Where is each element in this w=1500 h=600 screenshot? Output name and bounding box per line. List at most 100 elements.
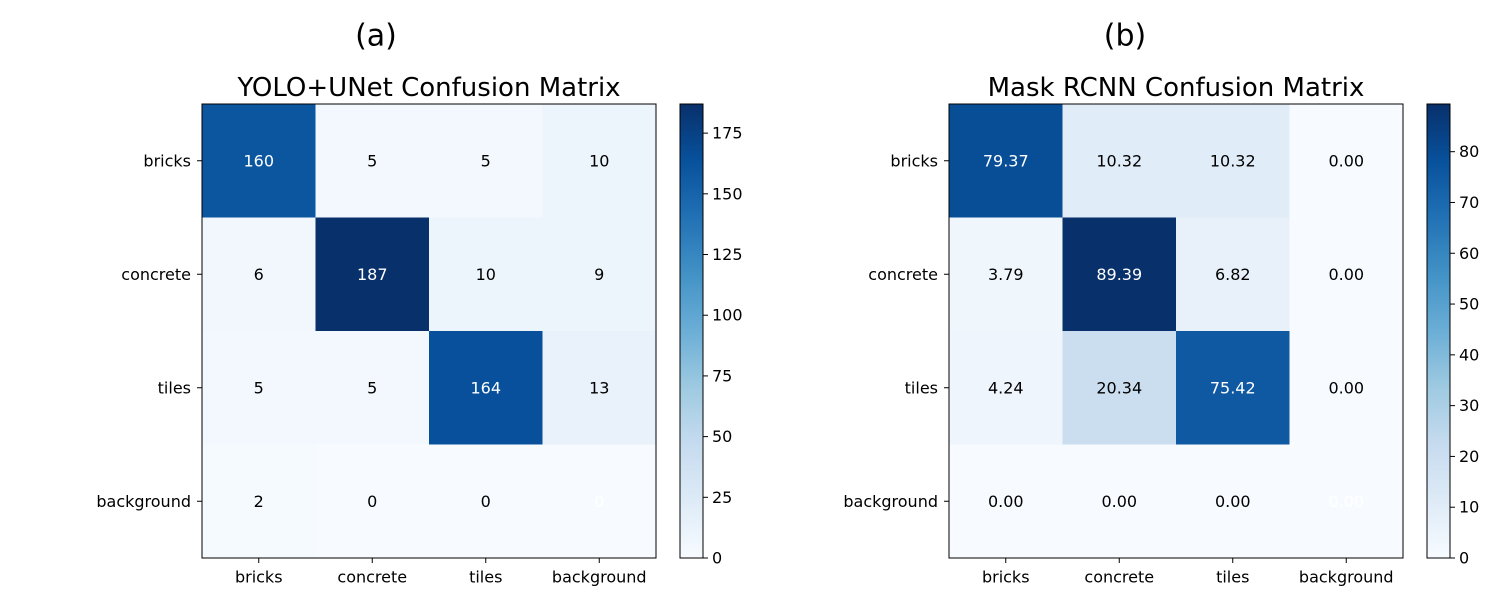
chart-title: Mask RCNN Confusion Matrix [988, 73, 1365, 103]
cell-value-label: 6 [254, 265, 264, 284]
colorbar-tick-label: 150 [712, 184, 743, 203]
cell-value-label: 0.00 [1215, 492, 1251, 511]
heatmap-cell [315, 104, 430, 218]
cell-value-label: 0 [594, 492, 604, 511]
x-tick-label: bricks [235, 568, 283, 587]
heatmap-cell [1289, 444, 1404, 559]
heatmap-cell [429, 331, 543, 445]
colorbar-tick-label: 50 [1459, 295, 1479, 314]
x-tick-label: concrete [1084, 568, 1154, 587]
heatmap-cell [949, 217, 1063, 332]
heatmap-cell [429, 444, 543, 559]
colorbar-tick-label: 30 [1459, 396, 1479, 415]
heatmap-cell [1062, 217, 1177, 332]
cell-value-label: 10 [476, 265, 496, 284]
heatmap-cell [949, 331, 1063, 445]
colorbar-tick-label: 100 [712, 306, 743, 325]
heatmap-cell [1062, 331, 1177, 445]
cell-value-label: 10.32 [1210, 151, 1256, 170]
cell-value-label: 10 [589, 151, 609, 170]
cell-value-label: 0 [481, 492, 491, 511]
heatmap-panel-1: (b) Mask RCNN Confusion Matrix 79.37 10.32 1… [843, 19, 1479, 587]
colorbar [679, 103, 704, 559]
cell-value-label: 0.00 [1101, 492, 1137, 511]
heatmap-cell [1062, 444, 1177, 559]
x-tick-label: tiles [469, 568, 502, 587]
heatmap-cell [1289, 217, 1404, 332]
cell-value-label: 5 [367, 151, 377, 170]
y-tick-label: concrete [121, 265, 191, 284]
colorbar-tick-label: 60 [1459, 244, 1479, 263]
colorbar-tick-label: 175 [712, 124, 743, 143]
heatmap-cell [202, 444, 316, 559]
cell-value-label: 164 [470, 378, 501, 397]
cell-value-label: 0.00 [1328, 378, 1364, 397]
cell-value-label: 5 [367, 378, 377, 397]
cell-value-label: 187 [357, 265, 388, 284]
cell-value-label: 75.42 [1210, 378, 1256, 397]
heatmap-cell [542, 444, 657, 559]
x-tick-label: concrete [337, 568, 407, 587]
chart-title: YOLO+UNet Confusion Matrix [236, 73, 620, 103]
cell-value-label: 13 [589, 378, 609, 397]
plot-frame [201, 103, 657, 559]
cell-value-label: 89.39 [1096, 265, 1142, 284]
y-tick-label: bricks [890, 151, 938, 170]
heatmap-cell [949, 104, 1063, 218]
heatmap-cell [315, 217, 430, 332]
y-tick-label: tiles [158, 378, 191, 397]
cell-value-label: 160 [243, 151, 274, 170]
colorbar-tick-label: 40 [1459, 345, 1479, 364]
heatmap-cell [1289, 104, 1404, 218]
plot-frame [948, 103, 1404, 559]
heatmap-cell [1289, 331, 1404, 445]
cell-value-label: 5 [254, 378, 264, 397]
cell-value-label: 2 [254, 492, 264, 511]
heatmap-cell [315, 444, 430, 559]
heatmap-cell [542, 217, 657, 332]
colorbar-tick-label: 80 [1459, 142, 1479, 161]
colorbar-tick-label: 70 [1459, 193, 1479, 212]
colorbar-tick-label: 50 [712, 427, 732, 446]
colorbar-tick-label: 20 [1459, 447, 1479, 466]
heatmap-cell [202, 331, 316, 445]
cell-value-label: 79.37 [983, 151, 1029, 170]
colorbar-tick-label: 125 [712, 245, 743, 264]
x-tick-label: tiles [1216, 568, 1249, 587]
colorbar [1426, 103, 1451, 559]
heatmap-cell [949, 444, 1063, 559]
panel-label: (a) [355, 19, 397, 54]
cell-value-label: 3.79 [988, 265, 1024, 284]
heatmap-cell [202, 217, 316, 332]
colorbar-tick-label: 75 [712, 366, 732, 385]
heatmap-cell [315, 331, 430, 445]
cell-value-label: 0.00 [1328, 492, 1364, 511]
cell-value-label: 4.24 [988, 378, 1024, 397]
heatmap-cell [542, 104, 657, 218]
y-tick-label: background [843, 492, 938, 511]
heatmap-cell [542, 331, 657, 445]
heatmap-cell [1176, 331, 1290, 445]
cell-value-label: 10.32 [1096, 151, 1142, 170]
heatmap-cell [1176, 104, 1290, 218]
heatmap-cell [1062, 104, 1177, 218]
colorbar-tick-label: 0 [1459, 549, 1469, 568]
colorbar-tick-label: 25 [712, 488, 732, 507]
panel-label: (b) [1104, 19, 1146, 54]
heatmap-cell [1176, 217, 1290, 332]
cell-value-label: 20.34 [1096, 378, 1142, 397]
cell-value-label: 0 [367, 492, 377, 511]
cell-value-label: 6.82 [1215, 265, 1251, 284]
y-tick-label: concrete [868, 265, 938, 284]
cell-value-label: 0.00 [1328, 151, 1364, 170]
cell-value-label: 0.00 [988, 492, 1024, 511]
cell-value-label: 9 [594, 265, 604, 284]
colorbar-tick-label: 10 [1459, 498, 1479, 517]
cell-value-label: 0.00 [1328, 265, 1364, 284]
heatmap-panel-0: (a) YOLO+UNet Confusion Matrix 160 5 5 10 6 187… [96, 19, 742, 587]
heatmap-cell [1176, 444, 1290, 559]
x-tick-label: background [1299, 568, 1394, 587]
y-tick-label: background [96, 492, 191, 511]
heatmap-cell [429, 217, 543, 332]
